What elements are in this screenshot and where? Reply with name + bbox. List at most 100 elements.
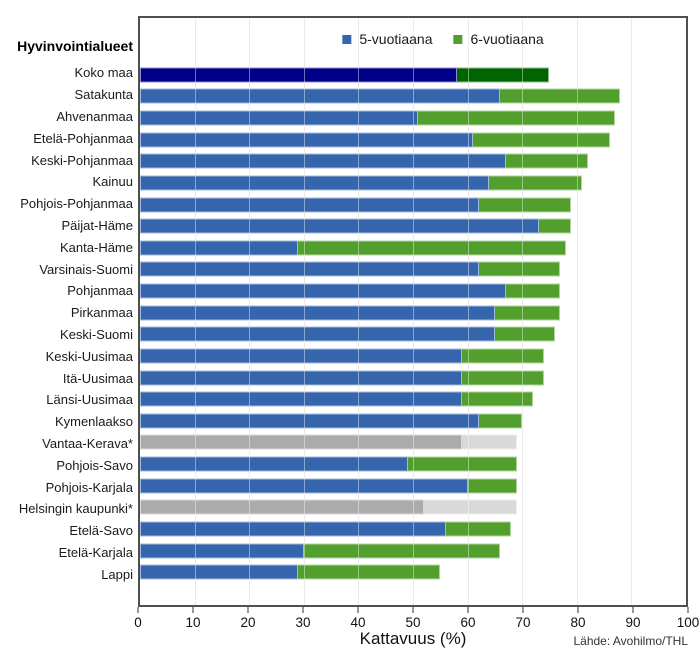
category-label: Kymenlaakso: [54, 414, 133, 430]
x-tick-mark: [302, 607, 304, 613]
legend-swatch: [453, 34, 463, 44]
bar-segment-6v: [467, 478, 517, 494]
bar-segment-6v: [298, 240, 566, 256]
x-tick-label: 60: [460, 615, 476, 630]
x-tick-mark: [467, 607, 469, 613]
bar-segment-6v: [500, 88, 621, 104]
category-label: Etelä-Pohjanmaa: [33, 130, 133, 146]
bar-row: [140, 497, 686, 519]
bar-segment-5v: [140, 175, 490, 191]
x-tick-mark: [632, 607, 634, 613]
legend-swatch: [342, 34, 352, 44]
stacked-bar: [140, 88, 621, 104]
bar-row: [140, 453, 686, 475]
bar-segment-5v: [140, 218, 539, 234]
bar-segment-5v: [140, 391, 463, 407]
bar-row: [140, 259, 686, 281]
bar-segment-5v: [140, 305, 495, 321]
bar-row: [140, 215, 686, 237]
bar-row: [140, 237, 686, 259]
bar-segment-6v: [494, 305, 561, 321]
stacked-bar: [140, 305, 561, 321]
category-label: Etelä-Savo: [69, 523, 133, 539]
category-label: Pohjois-Pohjanmaa: [20, 196, 133, 212]
bar-segment-6v: [505, 283, 561, 299]
stacked-bar: [140, 456, 517, 472]
x-tick-mark: [687, 607, 689, 613]
category-label: Koko maa: [74, 65, 133, 81]
bar-segment-5v: [140, 132, 474, 148]
x-tick-mark: [522, 607, 524, 613]
x-tick-label: 90: [625, 615, 641, 630]
bar-row: [140, 518, 686, 540]
stacked-bar: [140, 283, 561, 299]
stacked-bar: [140, 261, 561, 277]
category-label: Kanta-Häme: [60, 239, 133, 255]
bar-row: [140, 432, 686, 454]
bar-segment-6v: [478, 261, 561, 277]
bar-segment-5v: [140, 240, 299, 256]
bar-row: [140, 475, 686, 497]
bar-segment-5v: [140, 521, 446, 537]
bar-row: [140, 151, 686, 173]
stacked-bar: [140, 434, 517, 450]
bar-row: [140, 345, 686, 367]
x-tick-mark: [192, 607, 194, 613]
bar-segment-6v: [298, 564, 441, 580]
category-label: Keski-Suomi: [60, 326, 133, 342]
bar-segment-5v: [140, 434, 463, 450]
category-label: Pohjois-Savo: [56, 457, 133, 473]
x-tick-label: 0: [134, 615, 142, 630]
bar-segment-5v: [140, 283, 506, 299]
x-tick-label: 70: [515, 615, 531, 630]
x-axis: 0 10 20 30 40 50 60 70 80 90 100: [134, 607, 699, 647]
stacked-bar: [140, 370, 545, 386]
x-tick-label: 50: [405, 615, 421, 630]
stacked-bar: [140, 413, 523, 429]
x-tick-label: 20: [240, 615, 256, 630]
bar-row: [140, 194, 686, 216]
bar-segment-6v: [303, 543, 501, 559]
category-label: Varsinais-Suomi: [39, 261, 133, 277]
bar-row: [140, 64, 686, 86]
bar-segment-6v: [445, 521, 512, 537]
bar-segment-5v: [140, 543, 304, 559]
bar-segment-5v: [140, 326, 495, 342]
bar-segment-6v: [505, 153, 588, 169]
bar-segment-6v: [538, 218, 572, 234]
bar-segment-5v: [140, 413, 479, 429]
stacked-bar: [140, 197, 572, 213]
stacked-bar: [140, 153, 588, 169]
bar-segment-5v: [140, 478, 468, 494]
bar-row: [140, 86, 686, 108]
stacked-bar: [140, 240, 566, 256]
category-label: Keski-Uusimaa: [45, 348, 133, 364]
bar-segment-5v: [140, 261, 479, 277]
y-axis-title: Hyvinvointialueet: [17, 38, 133, 54]
bar-segment-5v: [140, 499, 424, 515]
x-tick-mark: [357, 607, 359, 613]
bar-row: [140, 107, 686, 129]
bar-row: [140, 367, 686, 389]
legend-item: 6-vuotiaana: [453, 31, 544, 47]
x-tick-label: 10: [185, 615, 201, 630]
category-label: Lappi: [101, 566, 133, 582]
bar-segment-6v: [478, 413, 523, 429]
bar-row: [140, 129, 686, 151]
category-label: Helsingin kaupunki*: [18, 501, 133, 517]
legend-item: 5-vuotiaana: [342, 31, 433, 47]
stacked-bar: [140, 175, 583, 191]
stacked-bar: [140, 499, 517, 515]
legend-label: 5-vuotiaana: [359, 31, 433, 47]
bar-segment-5v: [140, 348, 463, 364]
source-note: Lähde: Avohilmo/THL: [573, 634, 688, 648]
category-label: Päijat-Häme: [61, 217, 133, 233]
bar-row: [140, 302, 686, 324]
bar-segment-5v: [140, 564, 299, 580]
category-label: Pohjanmaa: [67, 283, 133, 299]
stacked-bar: [140, 67, 550, 83]
category-label: Itä-Uusimaa: [62, 370, 133, 386]
legend: 5-vuotiaana 6-vuotiaana: [342, 31, 544, 47]
category-label: Pirkanmaa: [70, 305, 133, 321]
